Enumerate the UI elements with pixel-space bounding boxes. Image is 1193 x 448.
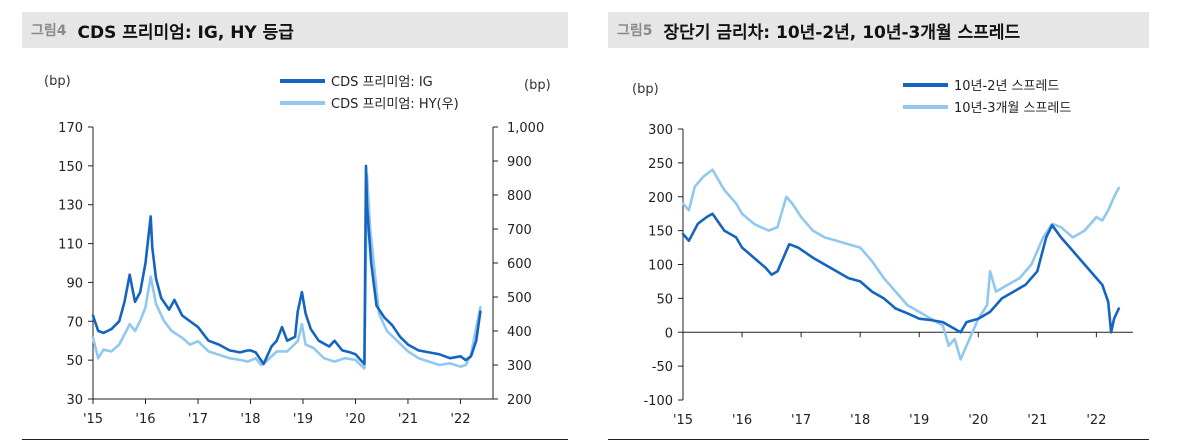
left-y-tick-label: 30 [66, 393, 83, 408]
figure-4-title: CDS 프리미엄: IG, HY 등급 [77, 22, 294, 43]
right-y-tick-label: 900 [507, 155, 532, 170]
left-y-tick-label: 170 [58, 121, 83, 136]
figure-5-title: 장단기 금리차: 10년-2년, 10년-3개월 스프레드 [663, 22, 1021, 43]
x-tick-label: '21 [1027, 413, 1047, 428]
x-tick-label: '19 [293, 412, 313, 427]
figure-4-title-bar: 그림4 CDS 프리미엄: IG, HY 등급 [22, 12, 568, 48]
left-y-tick-label: -50 [652, 360, 673, 375]
right-y-tick-label: 500 [507, 291, 532, 306]
left-y-tick-label: 200 [648, 191, 673, 206]
right-y-tick-label: 300 [507, 359, 532, 374]
left-y-tick-label: 90 [66, 276, 83, 291]
right-y-tick-label: 1,000 [507, 121, 544, 136]
legend-label-10y2y: 10년-2년 스프레드 [954, 79, 1059, 94]
left-y-tick-label: 50 [656, 292, 673, 307]
x-tick-label: '17 [791, 413, 811, 428]
x-tick-label: '21 [398, 412, 418, 427]
right-y-tick-label: 200 [507, 393, 532, 408]
yield-spread-chart: (bp) 10년-2년 스프레드 10년-3개월 스프레드 300 250 200 1… [632, 79, 1133, 428]
left-y-tick-label: 110 [58, 238, 83, 253]
legend-label-ig: CDS 프리미엄: IG [331, 75, 433, 90]
left-y-tick-label: 150 [58, 160, 83, 175]
x-tick-label: '15 [83, 412, 103, 427]
left-y-tick-label: 300 [648, 123, 673, 138]
left-y-tick-label: 150 [648, 225, 673, 240]
left-y-tick-label: 0 [665, 326, 673, 341]
legend-label-hy: CDS 프리미엄: HY(우) [331, 97, 459, 112]
left-axis-unit: (bp) [632, 82, 659, 97]
series-line-1 [681, 168, 1121, 361]
right-y-tick-label: 400 [507, 325, 532, 340]
left-y-tick-label: -100 [643, 394, 673, 409]
x-tick-label: '18 [850, 413, 870, 428]
series-line-1 [91, 173, 482, 370]
x-tick-label: '22 [450, 412, 470, 427]
x-tick-label: '16 [135, 412, 155, 427]
x-tick-label: '16 [732, 413, 752, 428]
right-y-tick-label: 600 [507, 257, 532, 272]
x-tick-label: '20 [968, 413, 988, 428]
figure-5-panel: 그림5 장단기 금리차: 10년-2년, 10년-3개월 스프레드 (bp) 1… [608, 0, 1193, 448]
left-y-tick-label: 250 [648, 157, 673, 172]
figure-5-bottom-rule [608, 439, 1149, 440]
figure-4-bottom-rule [22, 439, 568, 440]
figure-4-label: 그림4 [31, 23, 67, 39]
x-tick-label: '17 [188, 412, 208, 427]
figure-4-panel: 그림4 CDS 프리미엄: IG, HY 등급 (bp) (bp) CDS 프리… [0, 0, 570, 448]
figure-5-title-bar: 그림5 장단기 금리차: 10년-2년, 10년-3개월 스프레드 [608, 12, 1149, 48]
left-y-tick-label: 50 [66, 354, 83, 369]
right-y-tick-label: 800 [507, 189, 532, 204]
series-line-0 [681, 212, 1121, 334]
left-y-tick-label: 100 [648, 259, 673, 274]
x-tick-label: '19 [909, 413, 929, 428]
left-y-tick-label: 130 [58, 199, 83, 214]
cds-premium-chart: (bp) (bp) CDS 프리미엄: IG CDS 프리미엄: HY(우) 1… [44, 74, 551, 427]
x-tick-label: '20 [345, 412, 365, 427]
x-tick-label: '15 [673, 413, 693, 428]
x-tick-label: '22 [1086, 413, 1106, 428]
right-axis-unit: (bp) [524, 78, 551, 93]
legend: 10년-2년 스프레드 10년-3개월 스프레드 [903, 79, 1071, 116]
left-y-tick-label: 70 [66, 315, 83, 330]
x-tick-label: '18 [240, 412, 260, 427]
figure-5-label: 그림5 [617, 23, 653, 39]
legend: CDS 프리미엄: IG CDS 프리미엄: HY(우) [280, 75, 459, 112]
left-axis-unit: (bp) [44, 74, 71, 89]
series-line-0 [91, 164, 482, 366]
legend-label-10y3m: 10년-3개월 스프레드 [954, 101, 1071, 116]
right-y-tick-label: 700 [507, 223, 532, 238]
